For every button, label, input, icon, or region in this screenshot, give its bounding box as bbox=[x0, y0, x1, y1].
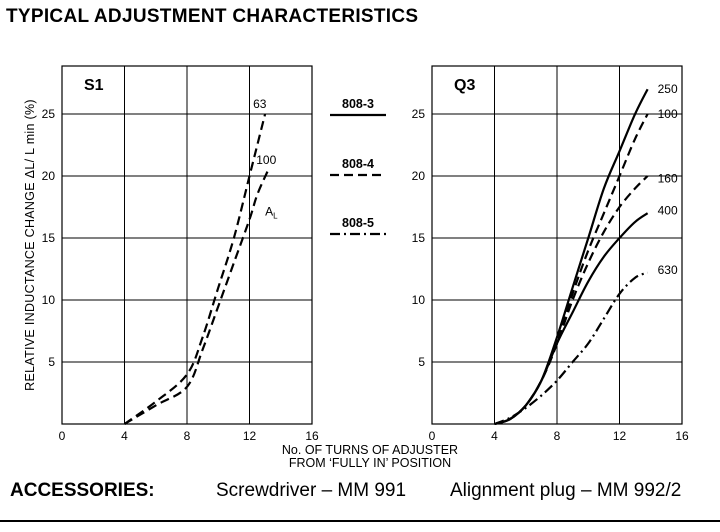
x-tick-label: 0 bbox=[429, 429, 436, 443]
series-line-630 bbox=[494, 271, 648, 426]
series-label-400: 400 bbox=[658, 204, 678, 218]
series-line-250 bbox=[494, 88, 649, 426]
annotation-al: AL bbox=[265, 205, 278, 221]
x-axis-label-line-1: FROM ‘FULLY IN’ POSITION bbox=[289, 456, 451, 470]
bottom-rule bbox=[0, 520, 720, 522]
y-tick-label: 5 bbox=[418, 355, 425, 369]
x-tick-label: 8 bbox=[554, 429, 561, 443]
x-axis-label-line-0: No. OF TURNS OF ADJUSTER bbox=[282, 443, 458, 457]
legend-label-808-5: 808-5 bbox=[342, 216, 374, 230]
y-tick-label: 25 bbox=[412, 107, 426, 121]
legend-label-808-3: 808-3 bbox=[342, 97, 374, 111]
x-tick-label: 4 bbox=[491, 429, 498, 443]
accessories-label: ACCESSORIES: bbox=[10, 480, 155, 501]
y-tick-label: 25 bbox=[42, 107, 56, 121]
series-label-160: 160 bbox=[658, 171, 678, 185]
y-tick-label: 10 bbox=[412, 293, 426, 307]
series-label-100: 100 bbox=[658, 107, 678, 121]
y-axis-label: RELATIVE INDUCTANCE CHANGE ΔL/ L min (%) bbox=[23, 99, 37, 391]
y-tick-label: 15 bbox=[412, 231, 426, 245]
series-line-100 bbox=[123, 169, 270, 425]
y-tick-label: 15 bbox=[42, 231, 56, 245]
series-label-250: 250 bbox=[658, 82, 678, 96]
legend-label-808-4: 808-4 bbox=[342, 157, 374, 171]
accessory-alignment-plug: Alignment plug – MM 992/2 bbox=[450, 480, 682, 501]
y-tick-label: 10 bbox=[42, 293, 56, 307]
series-label-630: 630 bbox=[658, 263, 678, 277]
accessory-screwdriver: Screwdriver – MM 991 bbox=[216, 480, 407, 501]
y-tick-label: 5 bbox=[48, 355, 55, 369]
x-tick-label: 12 bbox=[613, 429, 627, 443]
series-label-63: 63 bbox=[253, 97, 267, 111]
x-tick-label: 12 bbox=[243, 429, 257, 443]
panel-title: Q3 bbox=[454, 77, 475, 94]
x-tick-label: 0 bbox=[59, 429, 66, 443]
y-tick-label: 20 bbox=[42, 169, 56, 183]
y-tick-label: 20 bbox=[412, 169, 426, 183]
series-line-400 bbox=[494, 212, 649, 426]
series-line-63 bbox=[123, 113, 267, 425]
accessories-row: ACCESSORIES: Screwdriver – MM 991 Alignm… bbox=[0, 480, 720, 510]
chart-0: 0 4 8 12 16 5 10 15 20 25 S1 63 100 AL bbox=[42, 65, 319, 443]
x-tick-label: 4 bbox=[121, 429, 128, 443]
x-tick-label: 16 bbox=[675, 429, 689, 443]
page-title: TYPICAL ADJUSTMENT CHARACTERISTICS bbox=[6, 6, 419, 27]
chart-1: 0 4 8 12 16 5 10 15 20 25 Q3 250 100 160 400 630 bbox=[412, 65, 689, 443]
x-tick-label: 16 bbox=[305, 429, 319, 443]
series-line-100 bbox=[494, 113, 649, 426]
adjustment-charts: 0 4 8 12 16 5 10 15 20 25 S1 63 100 AL 0 4 8 12 16 5 10 15 20 2… bbox=[23, 65, 689, 470]
series-label-100: 100 bbox=[256, 153, 276, 167]
panel-title: S1 bbox=[84, 77, 104, 94]
annotation-al-sub: L bbox=[273, 212, 278, 221]
x-tick-label: 8 bbox=[184, 429, 191, 443]
